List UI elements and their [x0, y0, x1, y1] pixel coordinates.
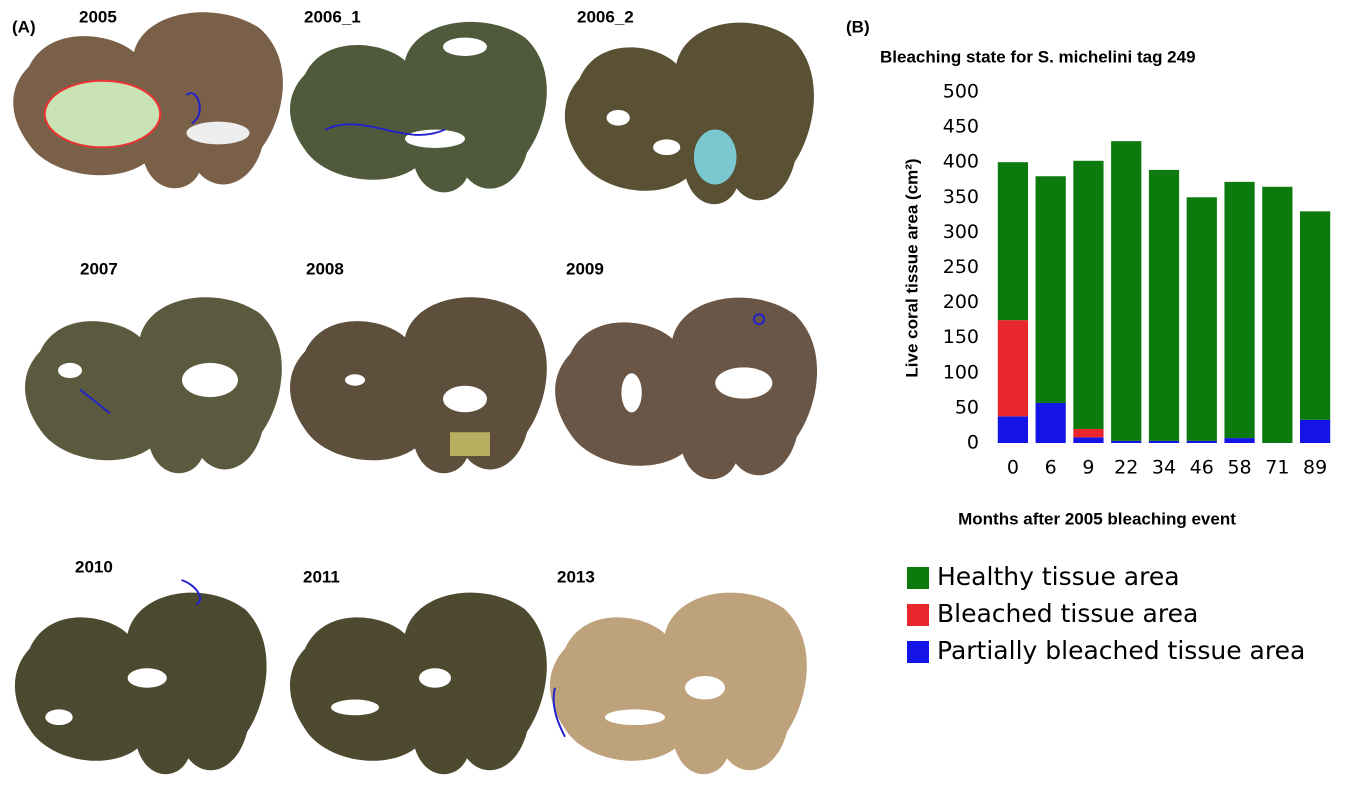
image-label: 2008	[306, 259, 344, 278]
x-tick-label: 71	[1265, 457, 1289, 479]
bar-segment	[1035, 176, 1066, 403]
chart-title: Bleaching state for S. michelini tag 249	[880, 47, 1196, 66]
bar-segment	[1148, 440, 1180, 443]
bar-segment	[1224, 181, 1255, 439]
coral-image	[290, 21, 547, 193]
legend-label: Healthy tissue area	[937, 562, 1180, 591]
coral-image	[290, 297, 547, 474]
bar-segment	[1073, 437, 1104, 443]
panel-label: (A)	[12, 17, 36, 36]
x-tick-label: 0	[1007, 457, 1019, 479]
coral-image	[555, 297, 818, 480]
bar-segment	[1148, 169, 1180, 441]
x-axis-label: Months after 2005 bleaching event	[958, 509, 1236, 528]
y-tick-label: 100	[943, 361, 979, 383]
image-label: 2007	[80, 259, 118, 278]
bar-segment	[1111, 141, 1142, 441]
coral-image	[290, 592, 547, 775]
image-label: 2009	[566, 259, 604, 278]
x-tick-label: 58	[1227, 457, 1251, 479]
bar-segment	[997, 162, 1028, 321]
coral-image	[564, 22, 814, 205]
legend-swatch	[907, 604, 929, 626]
y-tick-label: 250	[943, 256, 979, 278]
x-tick-label: 6	[1045, 457, 1057, 479]
image-label: 2005	[79, 7, 117, 26]
y-tick-label: 50	[955, 396, 979, 418]
bar-segment	[1111, 440, 1142, 443]
coral-image	[550, 592, 807, 775]
image-label: 2006_1	[304, 7, 361, 26]
y-tick-label: 200	[943, 291, 979, 313]
bar-segment	[1300, 419, 1331, 443]
panel-label: (B)	[846, 17, 870, 36]
bar-segment	[1186, 197, 1217, 441]
bar-segment	[1262, 186, 1293, 443]
coral-image	[14, 579, 267, 775]
image-label: 2011	[303, 567, 340, 586]
image-label: 2010	[75, 557, 113, 576]
y-tick-label: 300	[943, 221, 979, 243]
y-tick-label: 150	[943, 326, 979, 348]
bar-segment	[1186, 440, 1217, 443]
coral-image	[13, 12, 283, 189]
bar-segment	[1073, 428, 1104, 438]
coral-image	[25, 297, 282, 474]
legend-label: Bleached tissue area	[937, 599, 1198, 628]
bar-segment	[997, 320, 1028, 417]
x-tick-label: 89	[1303, 457, 1327, 479]
x-tick-label: 46	[1190, 457, 1214, 479]
panel-b: (B)	[846, 17, 870, 36]
bar-segment	[1073, 160, 1104, 429]
panel-a: (A)	[12, 12, 818, 775]
bar-segment	[1035, 402, 1066, 443]
legend-swatch	[907, 641, 929, 663]
image-label: 2006_2	[577, 7, 634, 26]
y-axis-label: Live coral tissue area (cm²)	[902, 158, 921, 377]
x-tick-label: 22	[1114, 457, 1138, 479]
legend-swatch	[907, 567, 929, 589]
x-tick-label: 34	[1152, 457, 1176, 479]
bar-segment	[1300, 211, 1331, 420]
x-tick-label: 9	[1082, 457, 1094, 479]
y-tick-label: 400	[943, 151, 979, 173]
bar-segment	[1224, 438, 1255, 443]
y-tick-label: 500	[943, 81, 979, 103]
y-tick-label: 0	[967, 432, 979, 454]
bar-segment	[997, 416, 1028, 443]
legend-label: Partially bleached tissue area	[937, 636, 1305, 665]
y-tick-label: 350	[943, 186, 979, 208]
image-label: 2013	[557, 567, 595, 586]
y-tick-label: 450	[943, 116, 979, 138]
